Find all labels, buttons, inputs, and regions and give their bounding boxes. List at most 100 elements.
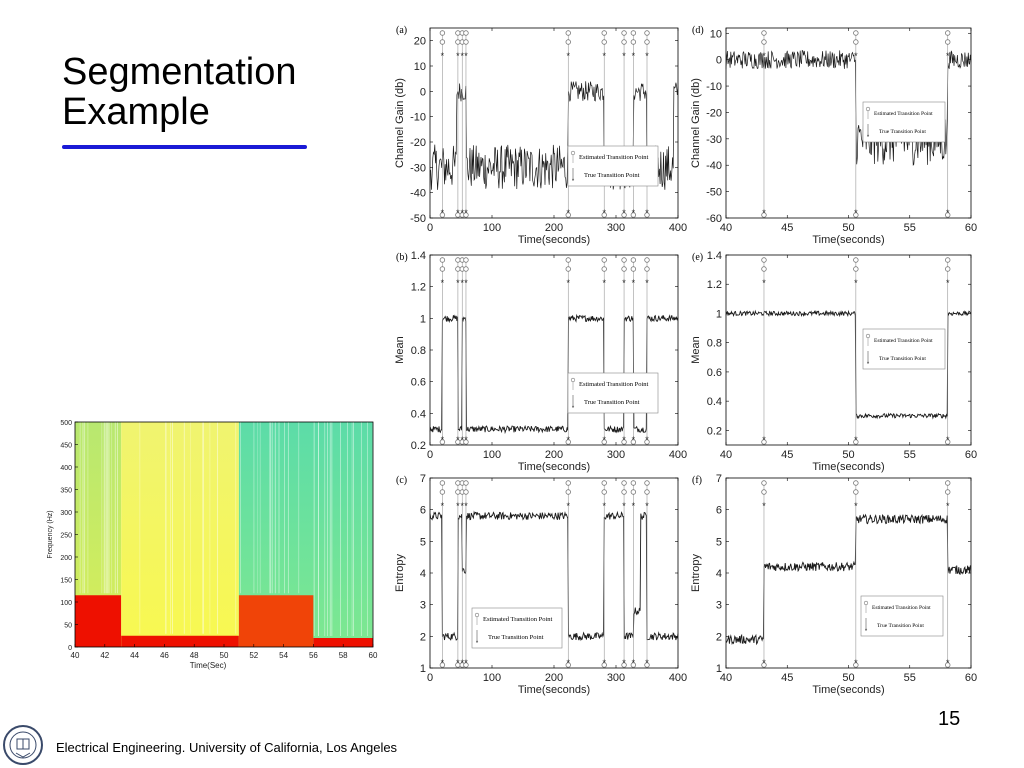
estimated-transition-marker <box>463 662 469 668</box>
legend-true-icon: * <box>572 179 575 185</box>
x-tick-label: 50 <box>842 222 854 234</box>
plot-frame <box>429 27 679 219</box>
footer-affiliation: Electrical Engineering. University of Ca… <box>56 740 398 755</box>
plot-c: 0 100 200 300 400 1 2 3 4 5 6 7 Time(seconds) Entropy… <box>394 473 687 696</box>
plot-frame <box>725 477 972 669</box>
estimated-transition-marker <box>463 439 469 445</box>
spectrogram-x-tick-label: 46 <box>160 651 169 660</box>
y-tick-label: 0 <box>420 86 426 98</box>
spectrogram-x-axis-label: Time(Sec) <box>190 661 227 670</box>
true-transition-marker: * <box>632 501 636 511</box>
signal-trace <box>429 313 679 435</box>
y-tick-label: -10 <box>706 81 722 93</box>
spectrogram-y-axis-label: Frequency (Hz) <box>47 510 54 558</box>
plot-a: 0 100 200 300 400 -50 -40 -30 -20 -10 0 10 20 Time(se… <box>394 25 687 246</box>
estimated-transition-marker <box>644 662 650 668</box>
y-tick-label: -50 <box>410 213 426 225</box>
x-tick-label: 100 <box>483 222 501 234</box>
estimated-transition-marker <box>945 212 951 218</box>
true-transition-marker: * <box>602 435 606 445</box>
x-tick-label: 55 <box>904 672 916 684</box>
estimated-transition-marker <box>601 266 607 272</box>
plot-e: 40 45 50 55 60 0.2 0.4 0.6 0.8 1 1.2 1.4 Time(second… <box>690 250 977 473</box>
y-axis-label: Entropy <box>394 554 406 592</box>
x-axis-label: Time(seconds) <box>812 461 884 473</box>
spectrogram-x-tick-label: 50 <box>220 651 229 660</box>
legend-estimated-icon <box>865 106 871 112</box>
signal-trace <box>429 510 679 642</box>
legend-true-label: True Transition Point <box>584 399 640 406</box>
estimated-transition-marker <box>853 257 859 263</box>
true-transition-marker: * <box>645 435 649 445</box>
estimated-transition-marker <box>853 489 859 495</box>
x-tick-label: 55 <box>904 449 916 461</box>
y-tick-label: 5 <box>420 536 426 548</box>
true-transition-marker: * <box>441 278 445 288</box>
estimated-transition-marker <box>601 439 607 445</box>
y-tick-label: 1 <box>716 663 722 675</box>
true-transition-marker: * <box>762 51 766 61</box>
estimated-transition-marker <box>439 439 446 445</box>
y-tick-label: 0 <box>716 55 722 67</box>
x-tick-label: 400 <box>669 222 687 234</box>
x-tick-label: 45 <box>781 449 793 461</box>
true-transition-marker: * <box>460 278 464 288</box>
true-transition-marker: * <box>464 658 468 668</box>
estimated-transition-marker <box>439 489 446 495</box>
estimated-transition-marker <box>630 30 637 36</box>
spectrogram-y-tick-label: 150 <box>60 578 72 585</box>
spectrogram-y-tick-label: 350 <box>60 488 72 495</box>
x-tick-label: 45 <box>781 222 793 234</box>
true-transition-marker: * <box>460 501 464 511</box>
estimated-transition-marker <box>621 39 627 45</box>
true-transition-marker: * <box>464 51 468 61</box>
y-tick-label: 0.2 <box>411 440 426 452</box>
legend-estimated-label: Estimated Transition Point <box>874 338 933 344</box>
legend-estimated-icon <box>474 612 480 618</box>
legend-estimated-label: Estimated Transition Point <box>872 605 931 611</box>
y-tick-label: 7 <box>716 473 722 485</box>
legend-true-label: True Transition Point <box>877 623 924 629</box>
y-tick-label: -20 <box>706 107 722 119</box>
x-tick-label: 400 <box>669 449 687 461</box>
y-axis-label: Entropy <box>690 554 702 592</box>
legend-estimated-label: Estimated Transition Point <box>483 616 553 623</box>
y-tick-label: 7 <box>420 473 426 485</box>
true-transition-marker: * <box>456 51 460 61</box>
true-transition-marker: * <box>645 51 649 61</box>
estimated-transition-marker <box>601 480 607 486</box>
estimated-transition-marker <box>853 662 859 668</box>
slide-title: Segmentation Example <box>62 51 297 133</box>
estimated-transition-marker <box>761 212 767 218</box>
estimated-transition-marker <box>630 39 637 45</box>
true-transition-marker: * <box>460 51 464 61</box>
legend-true-label: True Transition Point <box>584 172 640 179</box>
true-transition-marker: * <box>602 278 606 288</box>
true-transition-marker: * <box>645 208 649 218</box>
spectrogram-x-tick-label: 40 <box>71 651 80 660</box>
estimated-transition-marker <box>945 39 951 45</box>
estimated-transition-marker <box>439 480 446 486</box>
estimated-transition-marker <box>565 266 571 272</box>
page-number: 15 <box>938 708 961 730</box>
estimated-transition-marker <box>761 266 767 272</box>
true-transition-marker: * <box>762 435 766 445</box>
legend-true-label: True Transition Point <box>488 634 544 641</box>
legend-box <box>567 372 659 414</box>
panel-label: (f) <box>692 475 702 486</box>
estimated-transition-marker <box>439 212 446 218</box>
true-transition-marker: * <box>946 208 950 218</box>
estimated-transition-marker <box>644 30 650 36</box>
y-tick-label: -50 <box>706 187 722 199</box>
estimated-transition-marker <box>761 662 767 668</box>
legend: Estimated Transition Point * True Transiti… <box>471 607 563 649</box>
true-transition-marker: * <box>602 658 606 668</box>
estimated-transition-marker <box>463 30 469 36</box>
true-transition-marker: * <box>464 208 468 218</box>
x-tick-label: 300 <box>607 449 625 461</box>
true-transition-marker: * <box>441 435 445 445</box>
estimated-transition-marker <box>945 266 951 272</box>
true-transition-marker: * <box>762 501 766 511</box>
estimated-transition-marker <box>644 489 650 495</box>
